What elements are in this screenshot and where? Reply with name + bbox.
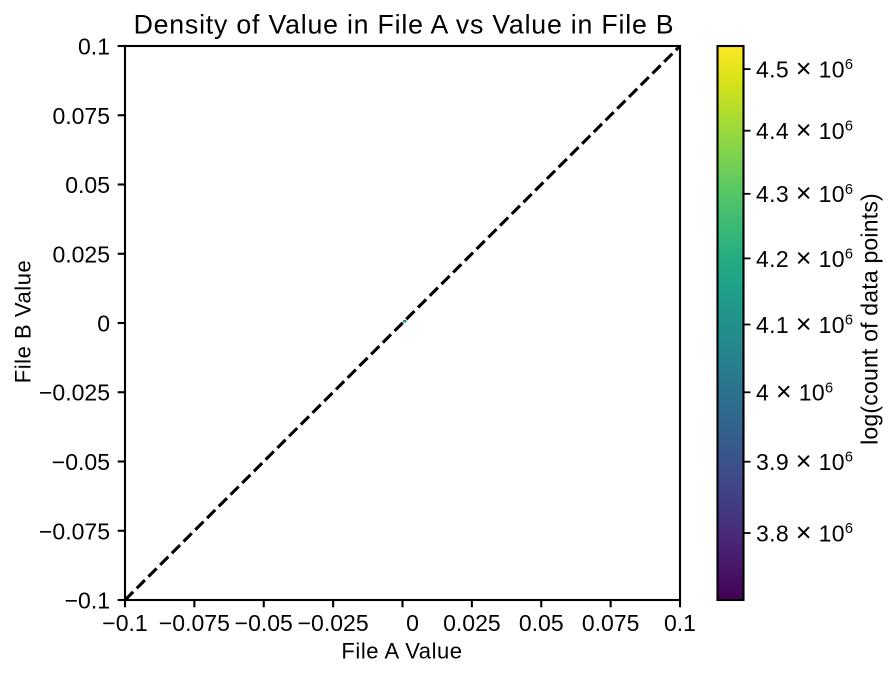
svg-text:0.05: 0.05 <box>519 610 564 636</box>
svg-text:0.025: 0.025 <box>443 610 501 636</box>
svg-text:File A Value: File A Value <box>341 639 462 664</box>
svg-text:4.1 × 106: 4.1 × 106 <box>756 309 853 339</box>
svg-text:4 × 106: 4 × 106 <box>756 377 834 407</box>
svg-text:File B Value: File B Value <box>11 260 36 384</box>
svg-text:0.025: 0.025 <box>52 241 110 267</box>
svg-text:4.4 × 106: 4.4 × 106 <box>756 115 853 145</box>
svg-text:0.075: 0.075 <box>52 103 110 129</box>
svg-text:−0.025: −0.025 <box>298 610 369 636</box>
svg-text:−0.1: −0.1 <box>102 610 147 636</box>
svg-text:−0.05: −0.05 <box>52 449 110 475</box>
svg-text:0.1: 0.1 <box>78 34 110 60</box>
svg-text:Density of Value in File A vs: Density of Value in File A vs Value in F… <box>134 10 675 40</box>
svg-text:4.3 × 106: 4.3 × 106 <box>756 178 853 208</box>
svg-text:−0.075: −0.075 <box>159 610 230 636</box>
svg-text:−0.025: −0.025 <box>39 380 110 406</box>
svg-text:log(count of data points): log(count of data points) <box>857 193 883 445</box>
svg-text:0: 0 <box>97 311 110 337</box>
svg-text:0.075: 0.075 <box>582 610 640 636</box>
svg-text:3.9 × 106: 3.9 × 106 <box>756 446 853 476</box>
svg-text:4.5 × 106: 4.5 × 106 <box>756 54 853 84</box>
svg-text:−0.05: −0.05 <box>235 610 293 636</box>
svg-text:0: 0 <box>406 610 419 636</box>
svg-text:3.8 × 106: 3.8 × 106 <box>756 517 853 547</box>
svg-text:0.1: 0.1 <box>664 610 696 636</box>
svg-text:4.2 × 106: 4.2 × 106 <box>756 243 853 273</box>
svg-text:0.05: 0.05 <box>65 172 110 198</box>
svg-text:−0.1: −0.1 <box>65 588 110 614</box>
svg-text:−0.075: −0.075 <box>39 518 110 544</box>
